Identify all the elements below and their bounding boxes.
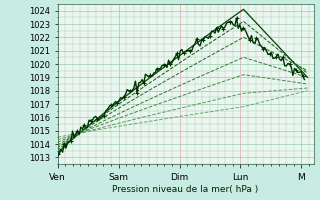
X-axis label: Pression niveau de la mer( hPa ): Pression niveau de la mer( hPa ) bbox=[112, 185, 259, 194]
